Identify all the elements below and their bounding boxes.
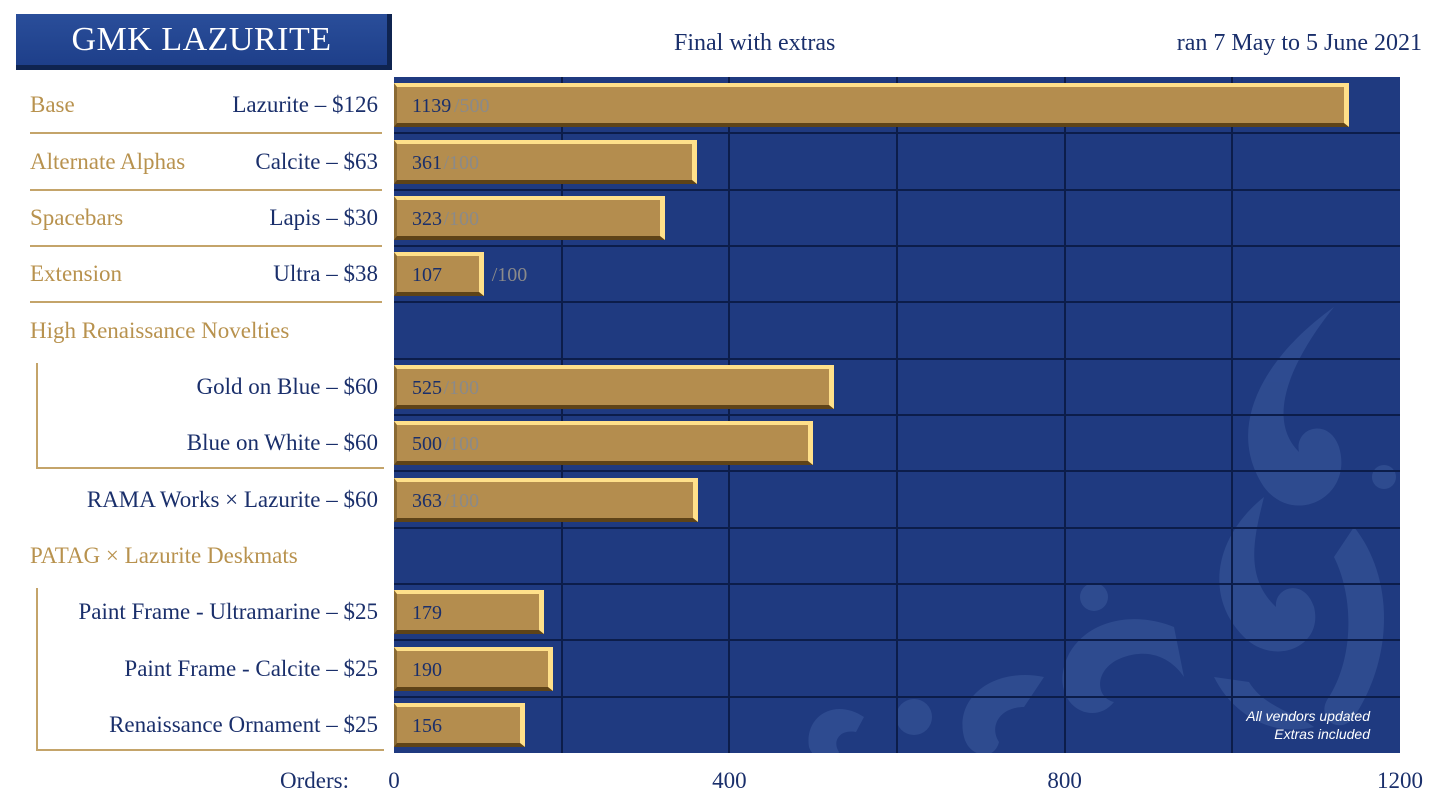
footnote-line-2: Extras included [1274,726,1370,742]
grid-line-horizontal [394,695,1400,698]
category-label: Spacebars [30,204,124,230]
grid-line-horizontal [394,639,1400,642]
bar-target-label: /500 [454,95,490,118]
date-range: ran 7 May to 5 June 2021 [1176,30,1422,56]
row-underline [30,188,382,191]
row-label: High Renaissance Novelties [30,304,378,358]
bar-target-label: /100 [443,376,480,399]
bar [394,646,554,691]
footnote-line-1: All vendors updated [1246,708,1370,724]
grid-line-horizontal [394,526,1400,529]
bar-value-label: 363 [412,489,442,512]
bar [394,364,835,409]
item-label: Gold on Blue – $60 [196,373,378,399]
bar [394,195,665,240]
row-label: RAMA Works × Lazurite – $60 [30,473,378,527]
grid-line-horizontal [394,470,1400,473]
item-label: Ultra – $38 [273,261,378,287]
row-label: Alternate Alphas Calcite – $63 [30,135,378,189]
bar-target-label: /100 [491,264,528,287]
row-label: Base Lazurite – $126 [30,78,378,132]
item-label: RAMA Works × Lazurite – $60 [86,486,378,512]
bar [394,590,545,635]
grid-line-horizontal [394,245,1400,247]
x-tick-label: 400 [712,768,747,793]
chart-title: GMK LAZURITE [71,20,332,58]
category-label: High Renaissance Novelties [30,317,290,343]
bar-value-label: 107 [412,264,442,287]
row-underline [30,301,382,304]
grid-line-horizontal [394,414,1400,416]
bar [394,702,525,747]
item-label: Calcite – $63 [255,148,378,174]
row-label: Paint Frame - Ultramarine – $25 [30,585,378,639]
item-label: Paint Frame - Ultramarine – $25 [78,599,378,625]
grid-line-horizontal [394,301,1400,304]
category-label: Extension [30,261,122,287]
grid-line-horizontal [394,583,1400,585]
x-tick-label: 0 [388,768,400,793]
group-bracket [36,588,384,751]
bar [394,477,699,522]
bar-value-label: 1139 [412,95,452,118]
bar-value-label: 500 [412,433,442,456]
x-axis-label: Orders: [280,768,349,793]
plot-area: 1139/500 361/100 323/100 107/100 525/100 500/… [394,77,1400,753]
ornament-watermark-icon [808,307,1396,753]
row-label: Gold on Blue – $60 [30,360,378,414]
bar-value-label: 179 [412,602,442,625]
title-box: GMK LAZURITE [16,14,392,70]
bar-target-label: /100 [443,433,480,456]
row-label: Blue on White – $60 [30,416,378,470]
item-label: Paint Frame - Calcite – $25 [124,655,378,681]
bar-target-label: /100 [443,489,480,512]
row-label: Renaissance Ornament – $25 [30,698,378,752]
bar [394,139,697,184]
row-underline [30,132,382,135]
footnote: All vendors updated Extras included [1246,707,1370,743]
bar [394,421,814,466]
row-underline [30,245,382,247]
bar-target-label: /100 [443,207,480,230]
grid-line-horizontal [394,357,1400,360]
row-label: Spacebars Lapis – $30 [30,191,378,245]
bar-value-label: 525 [412,376,442,399]
bar-target-label: /100 [443,151,480,174]
item-label: Lapis – $30 [269,204,378,230]
row-label: Extension Ultra – $38 [30,247,378,301]
bar-value-label: 323 [412,207,442,230]
bar-value-label: 190 [412,658,442,681]
x-tick-label: 1200 [1377,768,1423,793]
category-label: Alternate Alphas [30,148,186,174]
grid-line-horizontal [394,188,1400,191]
row-label: Paint Frame - Calcite – $25 [30,642,378,696]
row-label: PATAG × Lazurite Deskmats [30,529,378,583]
bar-value-label: 156 [412,714,442,737]
bar [394,83,1349,128]
category-label: Base [30,92,75,118]
bar [394,252,484,297]
x-tick-label: 800 [1047,768,1082,793]
bar-value-label: 361 [412,151,442,174]
grid-line-horizontal [394,132,1400,135]
item-label: Renaissance Ornament – $25 [109,711,378,737]
category-label: PATAG × Lazurite Deskmats [30,542,298,568]
chart-subtitle: Final with extras [674,30,836,56]
item-label: Lazurite – $126 [232,92,378,118]
group-bracket [36,362,384,470]
item-label: Blue on White – $60 [186,430,378,456]
